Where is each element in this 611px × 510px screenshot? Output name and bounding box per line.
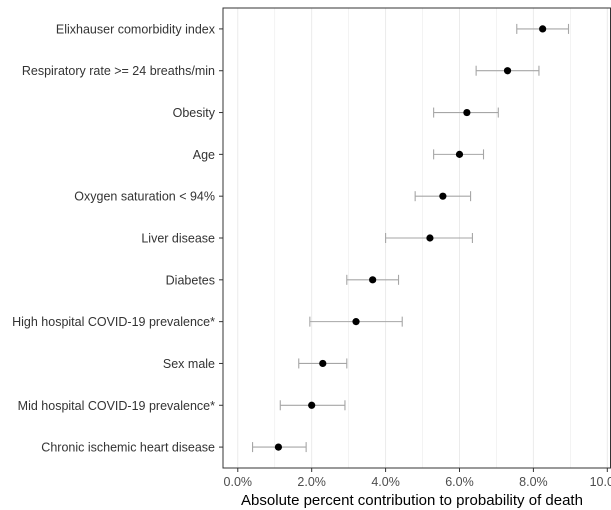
x-tick-label: 4.0%: [371, 475, 400, 489]
y-tick-label: Elixhauser comorbidity index: [56, 22, 216, 36]
x-axis-title: Absolute percent contribution to probabi…: [241, 492, 583, 509]
y-tick-label: Mid hospital COVID-19 prevalence*: [18, 399, 215, 413]
data-point: [352, 318, 360, 326]
y-tick-label: Obesity: [173, 106, 216, 120]
x-tick-layer: 0.0% 2.0% 4.0% 6.0% 8.0% 10.0%: [224, 468, 611, 489]
y-tick-label: Chronic ischemic heart disease: [41, 441, 215, 455]
data-point: [439, 192, 447, 200]
data-point: [319, 359, 327, 368]
data-point: [463, 108, 471, 117]
data-point: [503, 67, 512, 75]
y-tick-label: High hospital COVID-19 prevalence*: [12, 315, 215, 329]
data-point: [274, 443, 283, 451]
y-tick-label: Oxygen saturation < 94%: [74, 190, 215, 204]
data-point: [369, 276, 377, 284]
y-tick-label: Liver disease: [141, 232, 215, 246]
data-point: [308, 401, 316, 409]
y-tick-label: Respiratory rate >= 24 breaths/min: [22, 64, 215, 78]
data-point: [539, 25, 547, 33]
y-tick-label: Age: [193, 148, 215, 162]
x-tick-label: 10.0%: [590, 475, 611, 489]
data-point: [426, 234, 434, 242]
data-point: [455, 150, 464, 158]
point-layer: [274, 25, 547, 451]
x-tick-label: 6.0%: [445, 475, 474, 489]
y-tick-label: Diabetes: [166, 273, 215, 287]
x-tick-label: 2.0%: [297, 475, 326, 489]
x-tick-label: 0.0%: [224, 475, 253, 489]
errorbar-layer: [252, 23, 570, 453]
y-tick-label: Sex male: [163, 357, 215, 371]
y-tick-layer: Elixhauser comorbidity index Respiratory …: [12, 22, 223, 455]
x-tick-label: 8.0%: [519, 475, 548, 489]
